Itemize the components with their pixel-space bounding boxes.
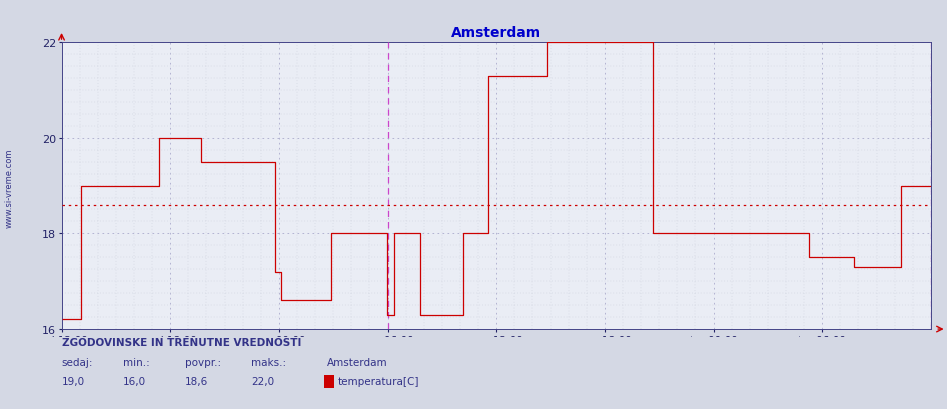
Text: ZGODOVINSKE IN TRENUTNE VREDNOSTI: ZGODOVINSKE IN TRENUTNE VREDNOSTI [62, 337, 301, 348]
Text: 19,0: 19,0 [62, 376, 84, 387]
Text: min.:: min.: [123, 357, 150, 367]
Text: www.si-vreme.com: www.si-vreme.com [5, 148, 14, 228]
Title: Amsterdam: Amsterdam [451, 27, 542, 40]
Text: Amsterdam: Amsterdam [327, 357, 387, 367]
Text: temperatura[C]: temperatura[C] [338, 376, 420, 387]
Text: sedaj:: sedaj: [62, 357, 93, 367]
Text: 16,0: 16,0 [123, 376, 146, 387]
Text: maks.:: maks.: [251, 357, 286, 367]
Text: 22,0: 22,0 [251, 376, 274, 387]
Text: 18,6: 18,6 [185, 376, 208, 387]
Text: povpr.:: povpr.: [185, 357, 221, 367]
